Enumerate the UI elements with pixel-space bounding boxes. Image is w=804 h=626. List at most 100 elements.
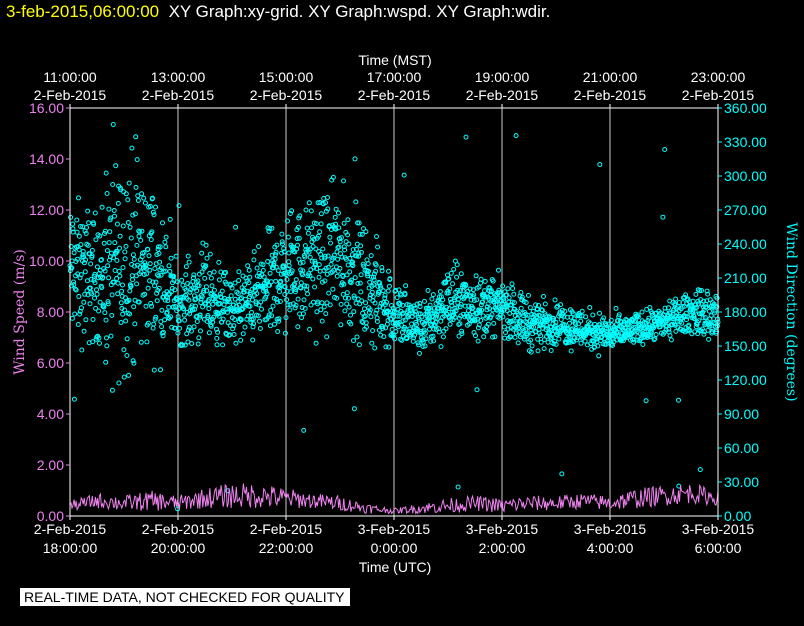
wdir-point xyxy=(491,320,497,326)
wdir-point xyxy=(598,338,604,343)
wdir-point xyxy=(455,296,461,302)
right-tick-label: 210.00 xyxy=(724,270,767,286)
wdir-point xyxy=(103,317,109,323)
wdir-point xyxy=(191,272,197,278)
wdir-point xyxy=(366,309,372,315)
right-tick-label: 60.00 xyxy=(724,440,759,456)
wdir-point xyxy=(242,282,247,288)
wdir-point xyxy=(109,387,115,393)
wdir-point xyxy=(323,265,329,271)
wdir-point xyxy=(705,291,711,297)
wdir-point xyxy=(85,242,91,248)
wdir-point xyxy=(305,230,311,236)
wdir-point xyxy=(512,334,518,340)
wdir-point xyxy=(280,241,285,247)
wdir-point xyxy=(144,271,150,277)
wdir-point xyxy=(267,323,273,329)
wdir-point xyxy=(358,289,364,295)
wdir-point xyxy=(342,308,348,314)
wdir-point xyxy=(336,225,342,231)
wdir-point xyxy=(120,311,126,317)
wdir-point xyxy=(97,233,103,239)
wdir-point xyxy=(264,291,270,297)
wdir-point xyxy=(443,311,449,317)
wdir-point xyxy=(92,210,98,216)
wdir-point xyxy=(333,226,339,232)
wdir-point xyxy=(371,271,377,277)
wdir-point xyxy=(156,251,162,256)
wdir-point xyxy=(109,312,115,318)
wdir-point xyxy=(430,333,436,339)
wdir-point xyxy=(334,273,340,279)
wdir-point xyxy=(253,299,259,305)
wdir-point xyxy=(369,340,375,346)
wdir-point xyxy=(276,316,282,322)
wdir-point xyxy=(322,278,328,284)
wdir-point xyxy=(275,268,281,273)
wdir-point xyxy=(455,288,460,293)
wdir-point xyxy=(427,315,433,321)
wdir-point xyxy=(151,321,157,327)
wdir-point xyxy=(147,203,153,209)
wdir-point xyxy=(315,233,321,239)
bottom-tick-date: 2-Feb-2015 xyxy=(250,521,323,537)
wdir-point xyxy=(344,301,350,307)
wdir-point xyxy=(364,271,370,277)
wdir-point xyxy=(509,281,515,287)
wdir-point xyxy=(247,303,253,309)
bottom-tick-label: 18:00:00 xyxy=(43,540,98,556)
wdir-point xyxy=(288,289,294,295)
wdir-point xyxy=(75,322,81,327)
wdir-point xyxy=(112,268,118,273)
wdir-point xyxy=(245,313,251,319)
wdir-point xyxy=(684,317,689,323)
wdir-point xyxy=(107,229,113,235)
wdir-point xyxy=(70,226,76,232)
wdir-point xyxy=(209,283,215,289)
wdir-point xyxy=(341,178,346,184)
wdir-point xyxy=(177,325,183,331)
wdir-point xyxy=(280,265,286,271)
wdir-point xyxy=(539,307,545,313)
wdir-point xyxy=(112,240,118,246)
wdir-point xyxy=(249,309,254,315)
wdir-point xyxy=(450,281,455,287)
wdir-point xyxy=(147,267,153,273)
wdir-point xyxy=(284,277,290,282)
wdir-point xyxy=(91,221,97,227)
right-tick-label: 300.00 xyxy=(724,168,767,184)
wdir-point xyxy=(114,221,120,227)
wdir-point xyxy=(93,305,99,311)
wdir-point xyxy=(330,286,336,292)
wdir-point xyxy=(76,247,82,253)
wdir-point xyxy=(283,272,289,278)
wdir-point xyxy=(346,241,352,247)
wdir-point xyxy=(535,336,541,342)
wdir-point xyxy=(92,280,98,286)
wdir-point xyxy=(337,239,343,245)
wdir-point xyxy=(404,336,410,342)
wdir-point xyxy=(132,211,138,217)
wdir-point xyxy=(300,311,306,317)
wdir-point xyxy=(376,289,381,295)
wdir-point xyxy=(278,271,284,277)
wdir-point xyxy=(393,287,399,293)
wdir-point xyxy=(307,273,313,279)
wdir-point xyxy=(356,250,362,256)
wdir-point xyxy=(125,220,131,225)
wdir-point xyxy=(71,279,76,285)
wdir-point xyxy=(311,236,317,242)
wdir-point xyxy=(700,315,706,321)
wdir-point xyxy=(529,343,535,349)
wdir-point xyxy=(476,322,482,328)
wdir-point xyxy=(513,330,519,336)
wdir-point xyxy=(136,299,142,305)
wdir-point xyxy=(327,234,333,240)
wdir-point xyxy=(196,335,202,341)
wdir-point xyxy=(76,294,82,299)
wdir-point xyxy=(202,275,208,281)
wdir-point xyxy=(345,232,351,238)
wdir-point xyxy=(314,266,320,272)
wdir-point xyxy=(99,257,104,263)
wdir-point xyxy=(175,330,181,336)
